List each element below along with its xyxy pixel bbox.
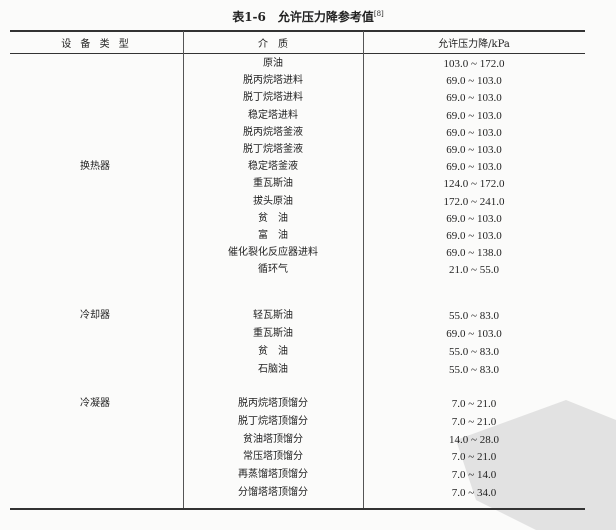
medium-cell: 脱丁烷塔顶馏分 [238, 415, 308, 427]
pressure-drop-cell: 7.0 ~ 21.0 [451, 415, 497, 428]
medium-cell: 拔头原油 [253, 195, 293, 207]
medium-cell: 稳定塔进料 [248, 109, 298, 121]
pressure-drop-cell: 69.0 ~ 103.0 [446, 161, 502, 174]
header-pressure: 允许压力降/kPa [438, 39, 510, 50]
pressure-drop-cell: 69.0 ~ 103.0 [446, 144, 502, 156]
pressure-drop-cell: 7.0 ~ 14.0 [451, 469, 497, 482]
pressure-drop-cell: 69.0 ~ 103.0 [446, 75, 502, 88]
table-title: 表1-6 允许压力降参考值[8] [232, 10, 384, 24]
pressure-drop-cell: 172.0 ~ 241.0 [443, 195, 505, 208]
pressure-drop-cell: 69.0 ~ 103.0 [446, 109, 502, 122]
pressure-drop-cell: 69.0 ~ 103.0 [446, 230, 502, 242]
pressure-drop-cell: 21.0 ~ 55.0 [449, 264, 499, 277]
medium-cell: 石脑油 [258, 364, 288, 375]
medium-cell: 分馏塔塔顶馏分 [238, 487, 308, 498]
pressure-drop-cell: 124.0 ~ 172.0 [443, 178, 505, 191]
pressure-drop-cell: 69.0 ~ 103.0 [446, 212, 502, 225]
pressure-drop-cell: 69.0 ~ 103.0 [446, 92, 502, 105]
pressure-drop-cell: 69.0 ~ 138.0 [446, 247, 502, 260]
medium-cell: 脱丙烷塔顶馏分 [238, 398, 308, 409]
medium-cell: 常压塔顶馏分 [243, 451, 303, 463]
column-divider [183, 31, 184, 508]
medium-cell: 脱丙烷塔釜液 [243, 126, 303, 138]
medium-cell: 催化裂化反应器进料 [228, 247, 318, 259]
medium-cell: 轻瓦斯油 [253, 310, 293, 321]
pressure-drop-cell: 69.0 ~ 103.0 [446, 126, 502, 139]
equipment-type: 冷却器 [80, 310, 110, 321]
medium-cell: 脱丙烷塔进料 [243, 75, 303, 87]
watermark-stamp [456, 400, 616, 530]
medium-cell: 循环气 [258, 264, 288, 276]
medium-cell: 富 油 [258, 230, 288, 241]
medium-cell: 再蒸馏塔顶馏分 [238, 469, 308, 481]
pressure-drop-cell: 55.0 ~ 83.0 [449, 364, 499, 376]
bottom-rule [10, 508, 585, 510]
medium-cell: 原油 [263, 58, 283, 69]
medium-cell: 贫 油 [258, 212, 288, 224]
medium-cell: 稳定塔釜液 [248, 161, 298, 173]
pressure-drop-cell: 55.0 ~ 83.0 [449, 310, 499, 322]
pressure-drop-cell: 7.0 ~ 21.0 [451, 398, 497, 410]
header-medium: 介 质 [258, 39, 288, 50]
header-type: 设 备 类 型 [61, 39, 132, 50]
pressure-drop-cell: 14.0 ~ 28.0 [449, 433, 499, 446]
top-rule [10, 30, 585, 32]
header-rule [10, 53, 585, 54]
equipment-type: 冷凝器 [80, 398, 110, 409]
pressure-drop-cell: 7.0 ~ 34.0 [451, 487, 497, 499]
medium-cell: 脱丁烷塔釜液 [243, 144, 303, 155]
column-divider [363, 31, 364, 508]
medium-cell: 重瓦斯油 [253, 178, 293, 190]
medium-cell: 重瓦斯油 [253, 328, 293, 339]
medium-cell: 脱丁烷塔进料 [243, 92, 303, 104]
medium-cell: 贫 油 [258, 346, 288, 357]
medium-cell: 贫油塔顶馏分 [243, 433, 303, 445]
equipment-type: 换热器 [80, 161, 110, 173]
pressure-drop-cell: 103.0 ~ 172.0 [443, 58, 505, 70]
pressure-drop-cell: 69.0 ~ 103.0 [446, 328, 502, 340]
pressure-drop-cell: 55.0 ~ 83.0 [449, 346, 499, 358]
pressure-drop-cell: 7.0 ~ 21.0 [451, 451, 497, 464]
